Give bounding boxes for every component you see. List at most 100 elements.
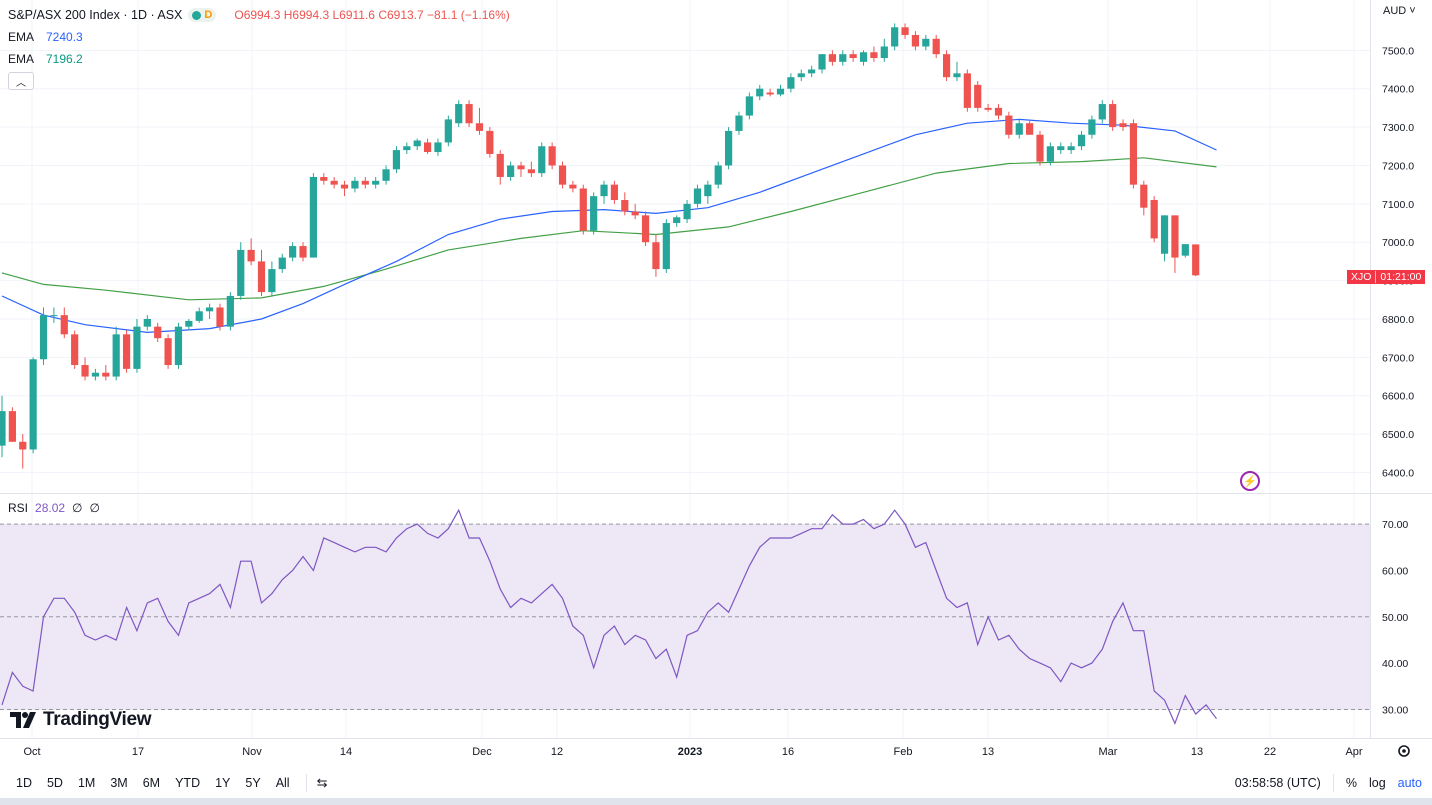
- ohlc-values: O6994.3 H6994.3 L6911.6 C6913.7 −81.1 (−…: [234, 8, 509, 22]
- price-tick-label: 6800.0: [1382, 314, 1414, 326]
- candle: [538, 142, 546, 177]
- rsi-line: [1, 508, 1217, 725]
- bottom-strip: [0, 798, 1432, 805]
- candle-body: [486, 130, 494, 154]
- timeframe-1y[interactable]: 1Y: [215, 776, 231, 790]
- ema-fast-value: 7240.3: [46, 30, 83, 44]
- candle-body: [423, 142, 432, 153]
- candle-body: [278, 257, 286, 270]
- candle-body: [725, 130, 733, 166]
- candle: [579, 184, 587, 235]
- timeframe-3m[interactable]: 3M: [110, 776, 128, 790]
- candle: [725, 127, 733, 170]
- candle-body: [911, 34, 920, 47]
- candle: [29, 357, 37, 454]
- currency-label: AUD: [1383, 5, 1407, 17]
- candle: [154, 322, 162, 343]
- candle: [465, 100, 473, 128]
- symbol-row[interactable]: S&P/ASX 200 Index · 1D · ASX D O6994.3 H…: [8, 4, 510, 26]
- candle: [413, 138, 421, 151]
- candle-body: [610, 184, 619, 201]
- candle-body: [60, 315, 68, 335]
- candle-body: [579, 188, 587, 231]
- candle-body: [1046, 146, 1054, 162]
- logo-text: TradingView: [43, 709, 152, 730]
- candle-body: [195, 311, 203, 321]
- chart-canvas[interactable]: 6400.06500.06600.06700.06800.06900.07000…: [0, 0, 1432, 768]
- compare-range-icon[interactable]: ⇆: [316, 775, 328, 790]
- candle-body: [745, 96, 753, 116]
- candle-body: [870, 52, 878, 58]
- candle-body: [808, 69, 816, 74]
- candle: [797, 69, 805, 82]
- candle: [475, 107, 484, 135]
- candle: [776, 84, 785, 97]
- clock-display[interactable]: 03:58:58 (UTC): [1234, 776, 1321, 790]
- candle: [974, 81, 982, 112]
- timeframe-6m[interactable]: 6M: [142, 776, 161, 790]
- candle-body: [693, 188, 702, 204]
- price-tick-label: 7300.0: [1382, 122, 1414, 134]
- timeframe-5d[interactable]: 5D: [46, 776, 63, 790]
- candle-body: [849, 54, 857, 58]
- candle-body: [289, 246, 297, 258]
- percent-scale-toggle[interactable]: %: [1345, 776, 1357, 790]
- candle: [891, 23, 899, 51]
- candle: [527, 161, 535, 177]
- currency-selector[interactable]: AUD ˅: [1383, 5, 1416, 17]
- candle-body: [71, 334, 79, 366]
- candle: [963, 69, 971, 112]
- candle: [455, 100, 463, 128]
- candle: [859, 50, 868, 66]
- candle: [507, 161, 515, 181]
- candle: [237, 242, 245, 300]
- candle: [382, 165, 390, 185]
- candle-body: [818, 54, 826, 70]
- time-tick-label: Dec: [472, 746, 492, 758]
- candle-body: [974, 84, 982, 108]
- candle-body: [320, 176, 328, 181]
- candle-body: [548, 146, 556, 166]
- candle-body: [1036, 134, 1044, 162]
- timeframe-all[interactable]: All: [275, 776, 290, 790]
- candle-body: [517, 165, 525, 170]
- candle-body: [963, 73, 971, 108]
- candle-body: [1077, 134, 1086, 147]
- tradingview-logo[interactable]: TradingView: [10, 709, 152, 731]
- candle: [849, 50, 857, 62]
- ema-slow-value: 7196.2: [46, 52, 83, 66]
- symbol-title[interactable]: S&P/ASX 200 Index · 1D · ASX: [8, 8, 183, 22]
- log-scale-toggle[interactable]: log: [1368, 776, 1386, 790]
- price-axis: 6400.06500.06600.06700.06800.06900.07000…: [1382, 45, 1414, 479]
- lightning-icon[interactable]: ⚡: [1240, 471, 1260, 491]
- time-tick-label: Oct: [23, 746, 40, 758]
- candle: [81, 357, 89, 381]
- timeframe-1d[interactable]: 1D: [16, 776, 32, 790]
- candle-body: [704, 184, 712, 197]
- settings-gear-icon[interactable]: [1398, 745, 1410, 757]
- market-status-badge[interactable]: D: [188, 8, 217, 22]
- candle-body: [994, 107, 1003, 116]
- timeframe-5y[interactable]: 5Y: [245, 776, 261, 790]
- candle-body: [112, 334, 120, 377]
- open-value: O6994.3: [234, 8, 281, 22]
- candle: [112, 326, 120, 381]
- indicator-ema-fast[interactable]: EMA 7240.3: [8, 26, 510, 48]
- rsi-legend[interactable]: RSI 28.02 ∅ ∅: [8, 501, 100, 515]
- timeframe-ytd[interactable]: YTD: [175, 776, 201, 790]
- candle-body: [1129, 123, 1138, 185]
- candle-body: [590, 196, 598, 231]
- candle: [60, 307, 68, 339]
- timeframe-1m[interactable]: 1M: [77, 776, 96, 790]
- rsi-levels: [0, 523, 1370, 710]
- collapse-legend-button[interactable]: ︿: [8, 72, 34, 90]
- candle: [839, 50, 847, 66]
- indicator-ema-slow[interactable]: EMA 7196.2: [8, 48, 510, 70]
- auto-scale-toggle[interactable]: auto: [1397, 776, 1422, 790]
- rsi-label: RSI: [8, 501, 29, 515]
- candle: [735, 111, 743, 135]
- candle-body: [932, 38, 940, 55]
- candle: [39, 307, 48, 366]
- candle-body: [673, 217, 681, 224]
- candle-body: [558, 165, 567, 185]
